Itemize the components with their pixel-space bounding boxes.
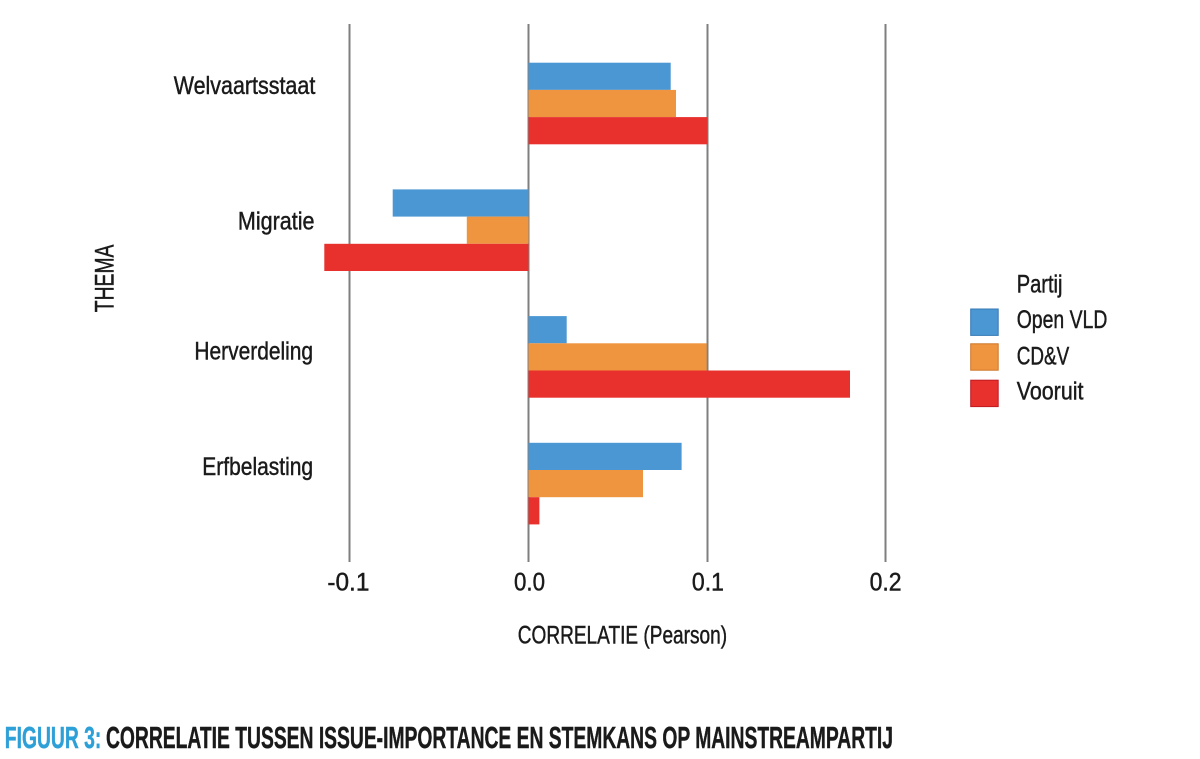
svg-text:FIGUUR 3:: FIGUUR 3: [5,720,102,755]
svg-text:CORRELATIE TUSSEN ISSUE-IMPORT: CORRELATIE TUSSEN ISSUE-IMPORTANCE EN ST… [106,720,893,755]
svg-text:Partij: Partij [1017,271,1063,299]
svg-text:Herverdeling: Herverdeling [194,338,313,366]
svg-text:Erfbelasting: Erfbelasting [202,453,313,481]
svg-text:Welvaartsstaat: Welvaartsstaat [174,72,316,100]
svg-text:THEMA: THEMA [89,245,119,313]
svg-text:CD&V: CD&V [1017,342,1070,370]
svg-text:Open VLD: Open VLD [1017,306,1108,334]
svg-text:-0.1: -0.1 [327,569,369,597]
svg-text:Vooruit: Vooruit [1017,378,1084,406]
svg-text:CORRELATIE (Pearson): CORRELATIE (Pearson) [518,621,727,649]
svg-text:Migratie: Migratie [238,208,315,236]
svg-text:0.2: 0.2 [870,569,902,597]
svg-text:0.1: 0.1 [692,569,724,597]
svg-text:0.0: 0.0 [514,569,545,597]
